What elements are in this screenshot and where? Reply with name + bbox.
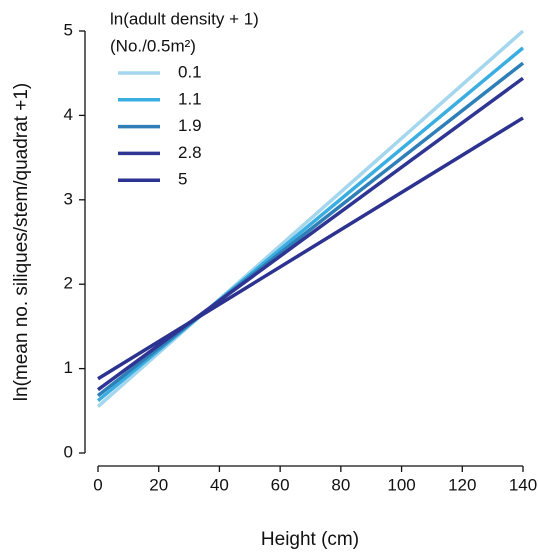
x-tick-label: 20 [149, 475, 168, 494]
y-axis-label: ln(mean no. siliques/stem/quadrat +1) [11, 83, 32, 401]
x-tick-label: 100 [387, 475, 415, 494]
x-tick-label: 40 [210, 475, 229, 494]
x-tick-label: 0 [93, 475, 102, 494]
legend-label: 2.8 [178, 143, 202, 162]
x-tick-label: 60 [271, 475, 290, 494]
line [96, 76, 525, 392]
x-tick-label: 120 [448, 475, 476, 494]
legend-title: ln(adult density + 1) [110, 9, 259, 28]
y-tick-label: 0 [64, 442, 73, 461]
legend-label: 1.9 [178, 116, 202, 135]
legend-label: 0.1 [178, 62, 202, 81]
y-tick-label: 5 [64, 20, 73, 39]
legend-label: 1.1 [178, 89, 202, 108]
y-tick-label: 4 [64, 105, 73, 124]
y-tick-label: 2 [64, 274, 73, 293]
x-tick-label: 140 [509, 475, 537, 494]
legend-label: 5 [178, 170, 187, 189]
x-tick-label: 80 [331, 475, 350, 494]
y-tick-label: 1 [64, 358, 73, 377]
line [96, 61, 525, 397]
line [97, 116, 524, 381]
legend-title: (No./0.5m²) [110, 36, 196, 55]
x-axis-label: Height (cm) [261, 529, 359, 550]
line [96, 29, 525, 408]
y-tick-label: 3 [64, 189, 73, 208]
